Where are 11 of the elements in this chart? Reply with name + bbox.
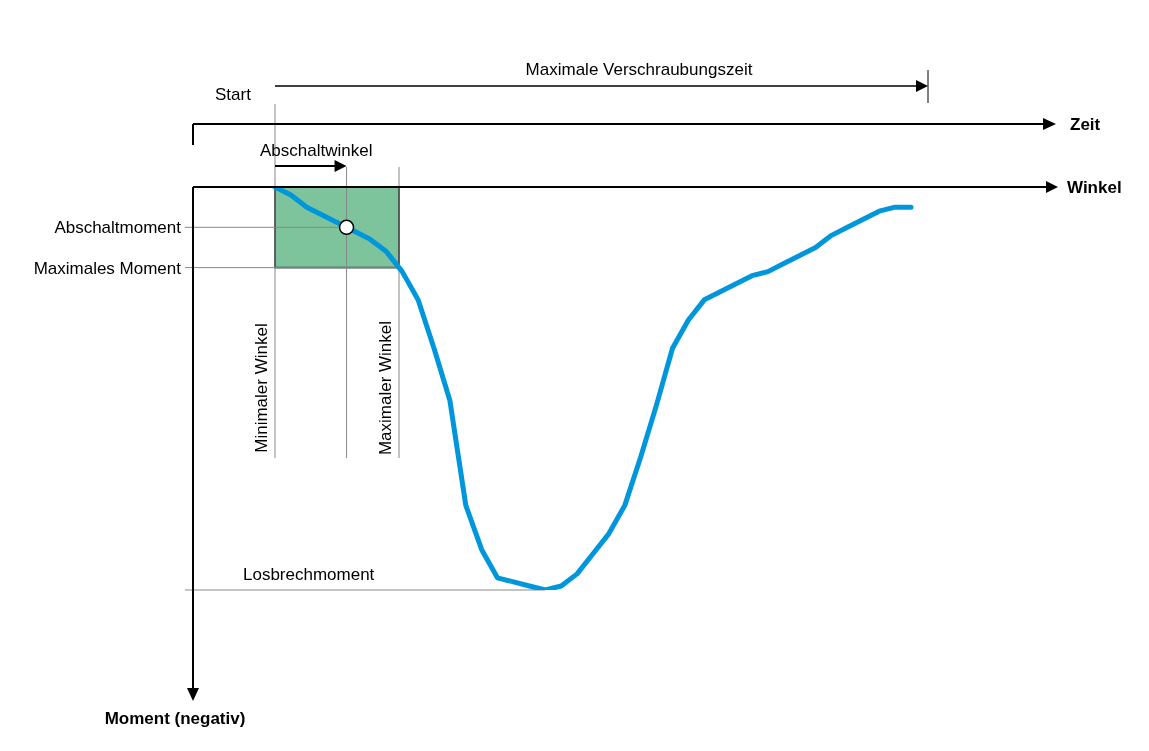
text: Zeit bbox=[1070, 115, 1101, 134]
annotation: Minimaler Winkel bbox=[252, 323, 271, 453]
text: Winkel bbox=[1067, 178, 1122, 197]
ref-line-label: Abschaltmoment bbox=[54, 218, 182, 238]
text: Maximale Verschraubungszeit bbox=[525, 60, 753, 79]
text: Start bbox=[215, 85, 252, 104]
ref-line-label: Losbrechmoment bbox=[243, 565, 375, 584]
ref-line-label: Maximales Moment bbox=[33, 258, 182, 278]
text: Moment (negativ) bbox=[104, 709, 246, 728]
annotation: Maximaler Winkel bbox=[376, 320, 396, 456]
text: Abschaltwinkel bbox=[260, 141, 373, 160]
